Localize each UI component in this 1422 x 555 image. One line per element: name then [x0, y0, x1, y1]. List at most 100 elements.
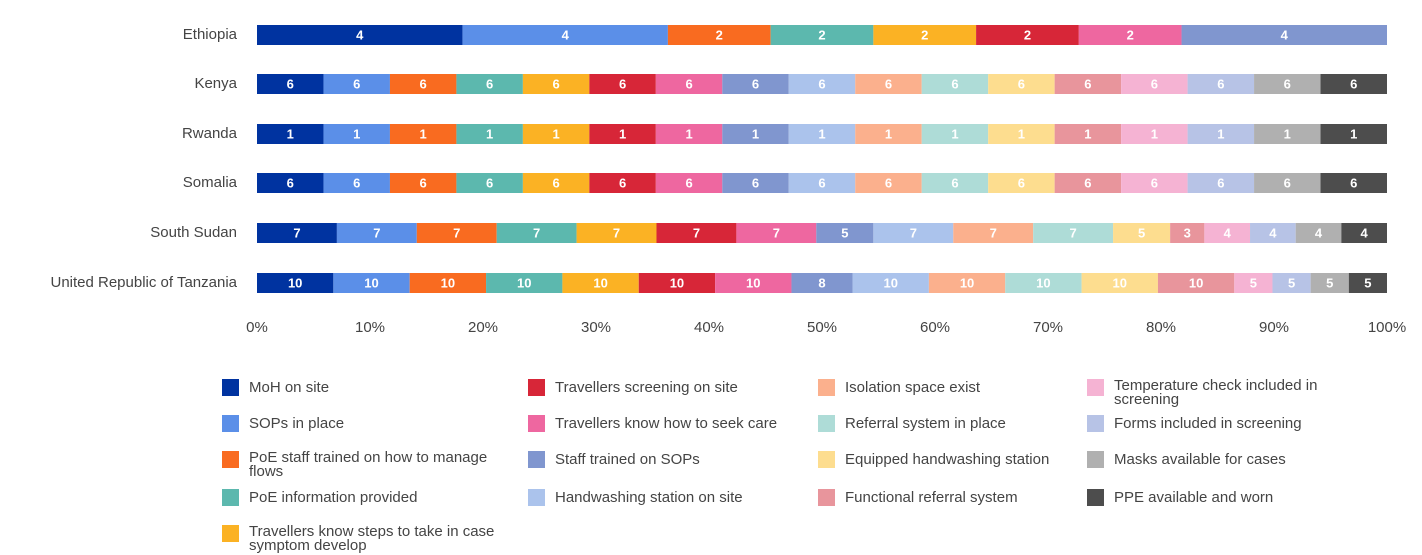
data-label: 10	[441, 275, 455, 290]
bar-segment	[873, 223, 954, 243]
bar-segment	[562, 273, 639, 293]
data-label: 7	[693, 225, 700, 240]
bar-segment	[873, 25, 977, 45]
legend-label: Travellers know steps to take in case sy…	[249, 523, 495, 554]
data-label: 1	[1018, 126, 1025, 141]
bar-segment	[323, 124, 390, 144]
bar-segment	[1054, 74, 1122, 94]
data-label: 4	[1269, 225, 1277, 240]
data-label: 6	[1217, 175, 1224, 190]
data-label: 2	[716, 27, 723, 42]
bar-segment	[655, 173, 723, 193]
data-label: 10	[593, 275, 607, 290]
legend-item: MoH on site	[222, 379, 522, 396]
bar-segment	[1250, 223, 1296, 243]
data-label: 1	[420, 126, 427, 141]
data-label: 10	[1113, 275, 1127, 290]
bar-segment	[496, 223, 577, 243]
bar-segment	[921, 124, 989, 144]
data-label: 5	[1250, 275, 1257, 290]
bar-segment	[522, 74, 590, 94]
data-label: 7	[293, 225, 300, 240]
data-label: 6	[486, 175, 493, 190]
data-label: 6	[1284, 175, 1291, 190]
legend-label: PPE available and worn	[1114, 489, 1274, 506]
bar-segment	[1341, 223, 1387, 243]
legend-label: Forms included in screening	[1114, 415, 1302, 432]
legend-item: SOPs in place	[222, 415, 522, 432]
data-label: 10	[1189, 275, 1203, 290]
data-label: 6	[685, 76, 692, 91]
data-label: 8	[818, 275, 825, 290]
y-tick-label: Somalia	[183, 174, 238, 191]
data-label: 6	[619, 76, 626, 91]
data-label: 1	[287, 126, 294, 141]
legend-item: Travellers know steps to take in case sy…	[222, 523, 522, 554]
bar-segment	[1187, 124, 1255, 144]
bar-segment	[1181, 25, 1387, 45]
bar-segment	[389, 74, 457, 94]
bar-segment	[1254, 173, 1321, 193]
bar-segment	[656, 223, 737, 243]
data-label: 7	[910, 225, 917, 240]
bar-segment	[257, 25, 463, 45]
bar-segment	[722, 124, 789, 144]
data-label: 6	[951, 76, 958, 91]
bar-segment	[1320, 173, 1387, 193]
bar-segment	[1254, 74, 1321, 94]
bar-segment	[1310, 273, 1349, 293]
data-label: 6	[818, 76, 825, 91]
legend-swatch	[222, 379, 239, 396]
data-label: 7	[613, 225, 620, 240]
bar-segment	[333, 273, 410, 293]
legend-label: PoE information provided	[249, 489, 418, 506]
bar-segment	[921, 74, 989, 94]
data-label: 6	[951, 175, 958, 190]
y-tick-label: United Republic of Tanzania	[50, 274, 237, 291]
bar-segment	[1170, 223, 1205, 243]
bar-segment	[589, 173, 656, 193]
x-tick-label: 80%	[1146, 319, 1176, 336]
bar-segment	[788, 74, 856, 94]
bar-segment	[1113, 223, 1171, 243]
data-label: 1	[885, 126, 892, 141]
bar-segment	[456, 124, 523, 144]
data-label: 1	[1084, 126, 1091, 141]
legend-item: Forms included in screening	[1087, 415, 1347, 432]
bar-segment	[1187, 74, 1255, 94]
legend-item: Masks available for cases	[1087, 451, 1347, 468]
bar-segment	[715, 273, 792, 293]
bar-segment	[655, 74, 723, 94]
legend-label: Temperature check included in screening	[1114, 377, 1318, 408]
y-tick-label: Rwanda	[182, 125, 238, 142]
data-label: 5	[1364, 275, 1371, 290]
data-label: 6	[752, 175, 759, 190]
bar-segment	[1348, 273, 1387, 293]
data-label: 5	[1288, 275, 1295, 290]
bar-segment	[589, 74, 656, 94]
data-label: 10	[1036, 275, 1050, 290]
legend-item: Referral system in place	[818, 415, 1083, 432]
legend-item: Temperature check included in screening	[1087, 377, 1347, 408]
bar-segment	[976, 25, 1079, 45]
bar-segment	[1081, 273, 1158, 293]
data-label: 7	[373, 225, 380, 240]
bar-segment	[1005, 273, 1082, 293]
data-label: 6	[486, 76, 493, 91]
data-label: 10	[746, 275, 760, 290]
data-label: 6	[287, 76, 294, 91]
bar-segment	[389, 124, 457, 144]
bar-segment	[389, 173, 457, 193]
legend-swatch	[222, 525, 239, 542]
bar-segment	[257, 223, 337, 243]
data-label: 1	[619, 126, 626, 141]
bar-segment	[1054, 124, 1122, 144]
data-label: 4	[1224, 225, 1232, 240]
bar-segment	[855, 124, 922, 144]
bar-segment	[736, 223, 817, 243]
legend-label: Staff trained on SOPs	[555, 451, 700, 468]
x-tick-label: 30%	[581, 319, 611, 336]
bar-segment	[1121, 74, 1188, 94]
